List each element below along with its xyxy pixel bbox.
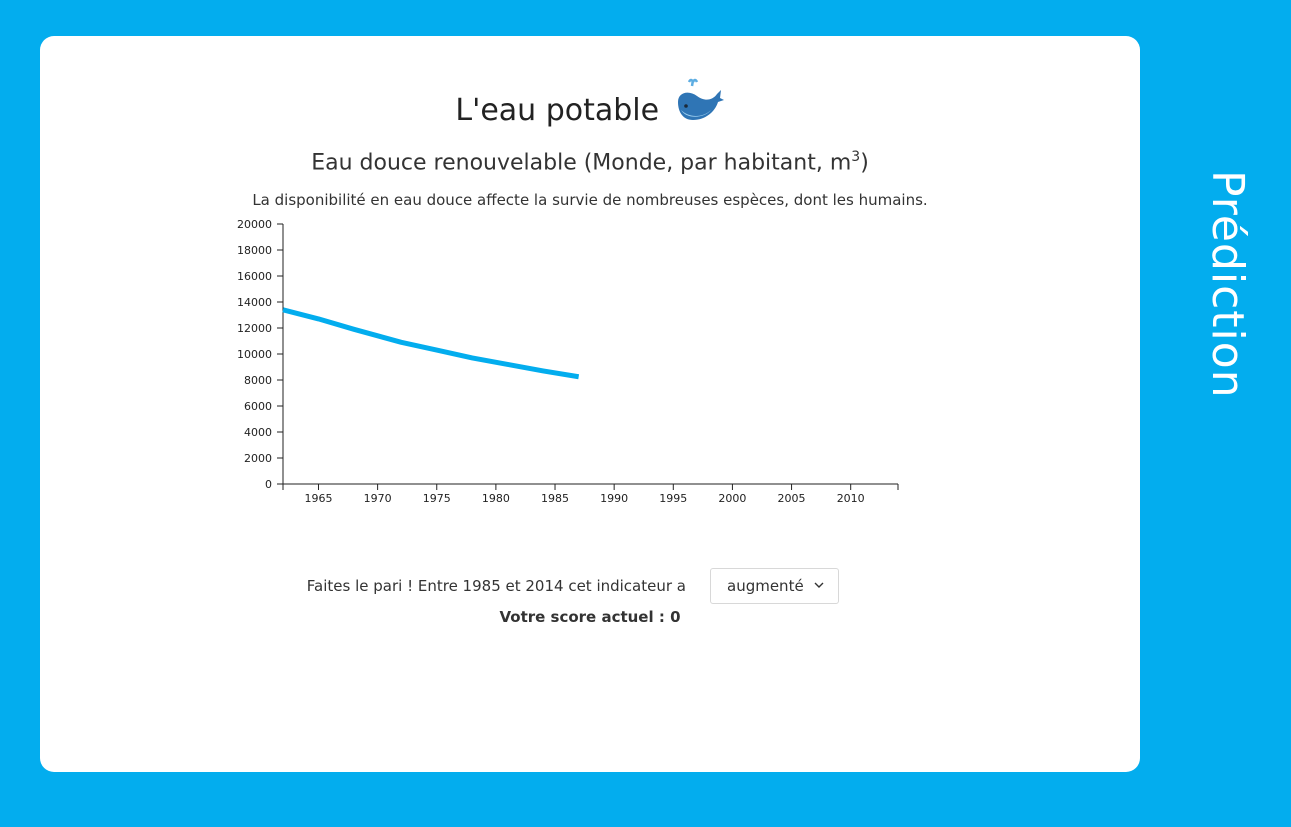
chevron-down-icon bbox=[814, 582, 824, 588]
y-tick-label: 2000 bbox=[244, 452, 272, 465]
main-card: L'eau potable Eau douce renouvelable (Mo… bbox=[40, 36, 1140, 772]
x-tick-label: 2000 bbox=[718, 492, 746, 505]
x-tick-label: 1985 bbox=[541, 492, 569, 505]
y-tick-label: 8000 bbox=[244, 374, 272, 387]
prediction-side-tab[interactable]: Prédiction bbox=[1202, 170, 1253, 399]
y-tick-label: 0 bbox=[265, 478, 272, 491]
line-chart: 0 2000 4000 6000 8000 10000 12000 14000 16000 180… bbox=[237, 218, 899, 505]
page-title-text: L'eau potable bbox=[455, 93, 660, 128]
x-tick-label: 1975 bbox=[423, 492, 451, 505]
x-tick-label: 1980 bbox=[482, 492, 510, 505]
prediction-select[interactable]: augmenté bbox=[710, 568, 839, 604]
score-label: Votre score actuel : 0 bbox=[499, 608, 681, 626]
x-tick-label: 1995 bbox=[659, 492, 687, 505]
y-tick-label: 16000 bbox=[237, 270, 272, 283]
y-tick-label: 14000 bbox=[237, 296, 272, 309]
chart-description: La disponibilité en eau douce affecte la… bbox=[252, 191, 928, 209]
y-tick-label: 10000 bbox=[237, 348, 272, 361]
x-tick-label: 1965 bbox=[304, 492, 332, 505]
x-tick-label: 2010 bbox=[837, 492, 865, 505]
whale-icon bbox=[675, 78, 725, 139]
y-tick-label: 20000 bbox=[237, 218, 272, 231]
y-tick-label: 4000 bbox=[244, 426, 272, 439]
page-title: L'eau potable bbox=[40, 78, 1140, 139]
x-tick-label: 1990 bbox=[600, 492, 628, 505]
prediction-select-value: augmenté bbox=[727, 577, 804, 595]
prediction-prompt: Faites le pari ! Entre 1985 et 2014 cet … bbox=[306, 577, 686, 595]
series-line bbox=[282, 307, 580, 380]
x-tick-label: 2005 bbox=[778, 492, 806, 505]
x-tick-label: 1970 bbox=[364, 492, 392, 505]
y-tick-label: 18000 bbox=[237, 244, 272, 257]
y-tick-label: 6000 bbox=[244, 400, 272, 413]
y-tick-label: 12000 bbox=[237, 322, 272, 335]
chart-subtitle: Eau douce renouvelable (Monde, par habit… bbox=[311, 149, 869, 176]
